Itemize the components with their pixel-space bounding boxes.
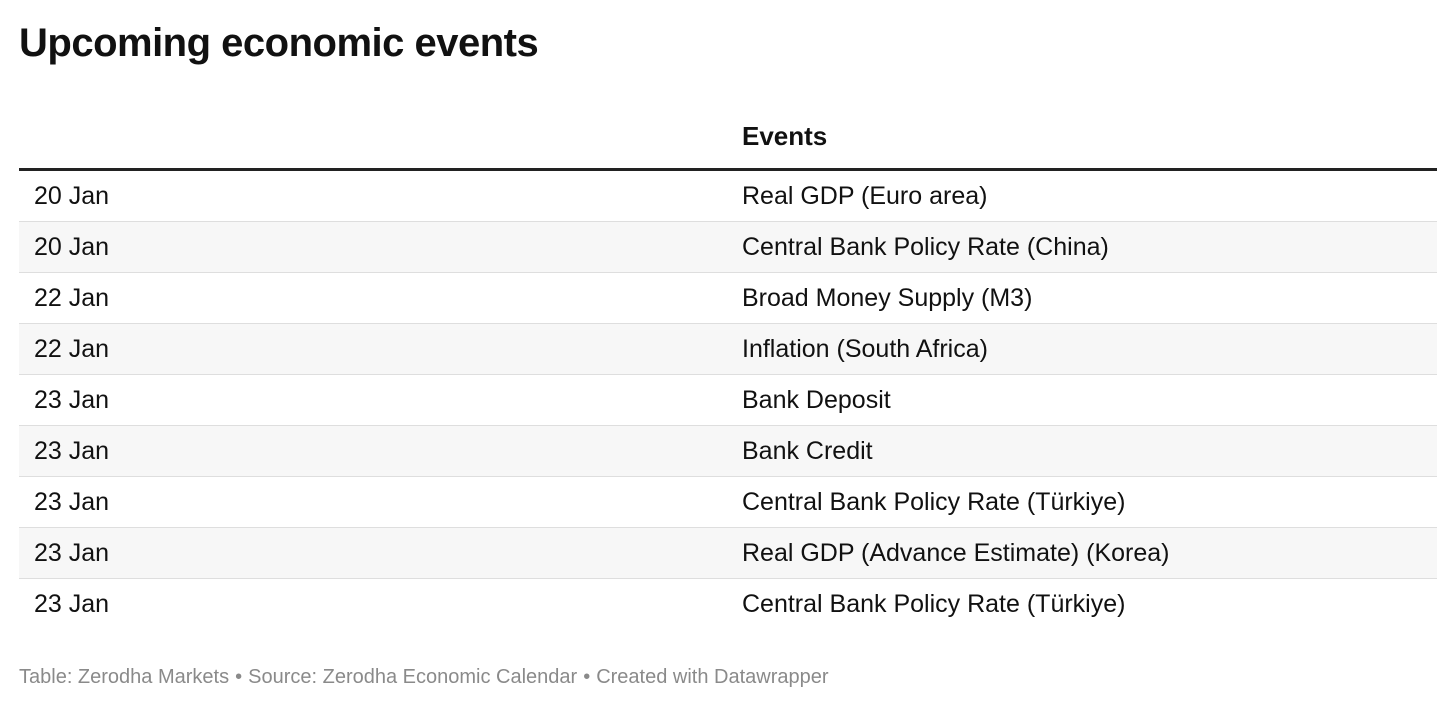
event-cell: Real GDP (Euro area) bbox=[742, 182, 988, 210]
event-cell: Bank Credit bbox=[742, 437, 873, 465]
date-cell: 22 Jan bbox=[34, 284, 110, 312]
footer-separator: • bbox=[235, 666, 243, 688]
event-cell: Broad Money Supply (M3) bbox=[742, 284, 1033, 312]
table-row: 23 Jan Central Bank Policy Rate (Türkiye… bbox=[19, 579, 1437, 629]
table-footer: Table: Zerodha Markets • Source: Zerodha E… bbox=[19, 666, 829, 689]
table-header: Events bbox=[19, 110, 1437, 171]
source-note: Source: Zerodha Economic Calendar bbox=[248, 666, 578, 688]
events-table: Events 20 Jan Real GDP (Euro area) 20 Ja… bbox=[19, 110, 1437, 629]
footer-separator: • bbox=[583, 666, 591, 688]
table-row: 20 Jan Central Bank Policy Rate (China) bbox=[19, 222, 1437, 273]
date-cell: 23 Jan bbox=[34, 590, 110, 618]
date-cell: 23 Jan bbox=[34, 437, 110, 465]
table-row: 22 Jan Inflation (South Africa) bbox=[19, 324, 1437, 375]
table-row: 22 Jan Broad Money Supply (M3) bbox=[19, 273, 1437, 324]
event-cell: Central Bank Policy Rate (Türkiye) bbox=[742, 590, 1126, 618]
date-cell: 23 Jan bbox=[34, 488, 110, 516]
table-body: 20 Jan Real GDP (Euro area) 20 Jan Centr… bbox=[19, 171, 1437, 629]
page-title: Upcoming economic events bbox=[19, 21, 539, 65]
event-cell: Bank Deposit bbox=[742, 386, 891, 414]
event-cell: Central Bank Policy Rate (Türkiye) bbox=[742, 488, 1126, 516]
date-cell: 23 Jan bbox=[34, 386, 110, 414]
table-row: 20 Jan Real GDP (Euro area) bbox=[19, 171, 1437, 222]
table-row: 23 Jan Bank Deposit bbox=[19, 375, 1437, 426]
event-cell: Inflation (South Africa) bbox=[742, 335, 988, 363]
date-cell: 20 Jan bbox=[34, 182, 110, 210]
table-row: 23 Jan Central Bank Policy Rate (Türkiye… bbox=[19, 477, 1437, 528]
datawrapper-credit[interactable]: Created with Datawrapper bbox=[596, 666, 829, 688]
table-row: 23 Jan Bank Credit bbox=[19, 426, 1437, 477]
event-cell: Central Bank Policy Rate (China) bbox=[742, 233, 1109, 261]
date-cell: 22 Jan bbox=[34, 335, 110, 363]
column-header-events: Events bbox=[742, 121, 828, 151]
event-cell: Real GDP (Advance Estimate) (Korea) bbox=[742, 539, 1170, 567]
table-credit: Table: Zerodha Markets bbox=[19, 666, 230, 688]
date-cell: 20 Jan bbox=[34, 233, 110, 261]
table-row: 23 Jan Real GDP (Advance Estimate) (Kore… bbox=[19, 528, 1437, 579]
date-cell: 23 Jan bbox=[34, 539, 110, 567]
